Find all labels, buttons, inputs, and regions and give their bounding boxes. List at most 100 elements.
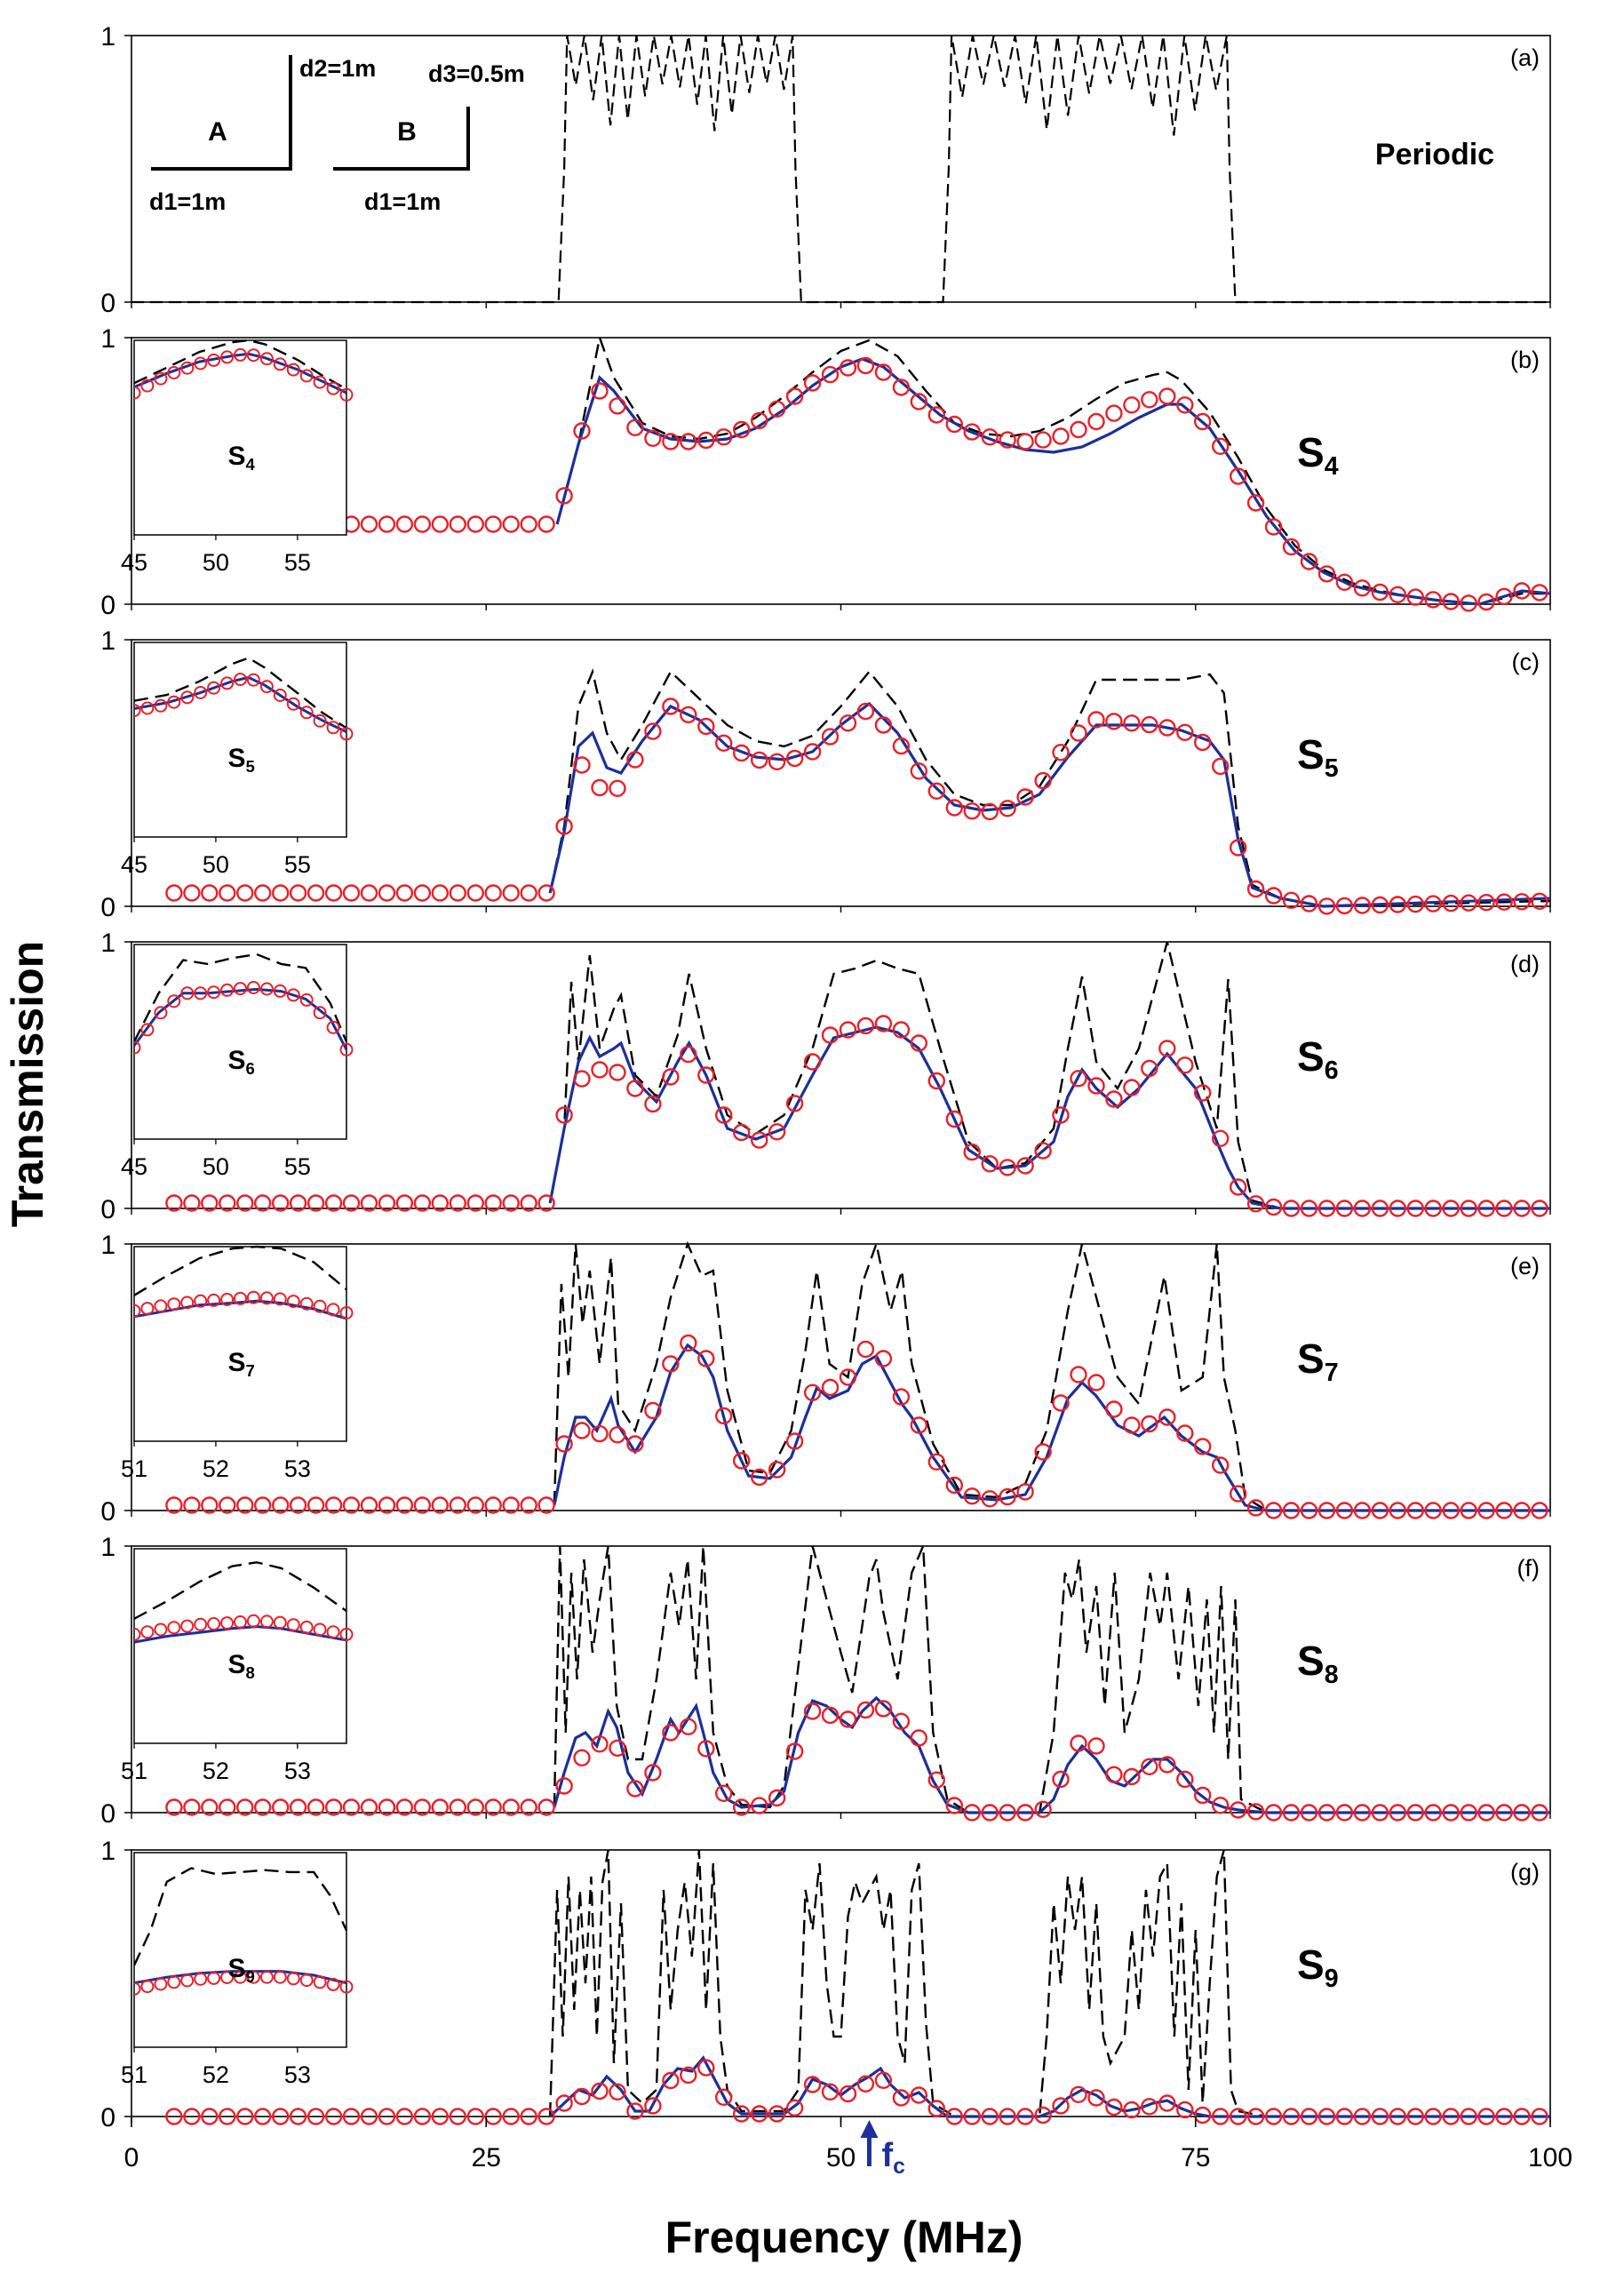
inset-circle-marker xyxy=(194,1294,208,1308)
circle-marker xyxy=(1158,1040,1176,1057)
circle-marker xyxy=(183,1798,201,1816)
circle-marker xyxy=(1264,1198,1283,1216)
circle-marker xyxy=(945,1797,964,1814)
circle-marker xyxy=(856,1016,875,1035)
circle-marker xyxy=(715,1784,733,1803)
circle-marker xyxy=(1495,1502,1513,1519)
circle-marker xyxy=(1389,2108,1407,2125)
circle-marker xyxy=(236,1798,254,1816)
series-label-main: S xyxy=(1297,731,1325,777)
circle-marker xyxy=(449,1194,466,1212)
inset-circle-marker xyxy=(167,366,181,379)
circle-marker xyxy=(502,2108,520,2125)
circle-marker xyxy=(1141,2098,1158,2116)
circle-marker xyxy=(1406,2108,1425,2125)
circle-marker xyxy=(644,2097,662,2115)
inset-circle-marker xyxy=(339,1306,354,1319)
circle-marker xyxy=(715,1106,733,1124)
circle-marker xyxy=(1229,2108,1247,2125)
inset-label: S8 xyxy=(228,1650,255,1682)
circle-marker xyxy=(466,1798,484,1816)
circle-marker xyxy=(1176,1424,1194,1442)
inset-tick-label: 55 xyxy=(284,549,311,576)
circle-marker xyxy=(1158,1756,1176,1774)
inset-circle-marker xyxy=(207,1971,221,1985)
circle-marker xyxy=(520,1496,537,1514)
circle-marker xyxy=(1442,593,1460,610)
circle-marker xyxy=(644,429,662,447)
fc-arrow-head xyxy=(860,2120,879,2138)
circle-marker xyxy=(874,1700,893,1718)
circle-markers xyxy=(165,2059,1548,2125)
circle-marker xyxy=(697,1740,715,1758)
circle-marker xyxy=(591,1424,609,1443)
circle-marker xyxy=(254,1194,272,1212)
circle-marker xyxy=(910,1416,928,1434)
circle-marker xyxy=(1531,1200,1548,1217)
circle-marker xyxy=(839,1368,857,1386)
circle-marker xyxy=(1513,1200,1531,1217)
circle-markers xyxy=(165,1334,1548,1519)
inset-circle-marker xyxy=(286,1972,300,1986)
circle-marker xyxy=(219,1496,236,1514)
circle-marker xyxy=(272,1496,290,1514)
inset-dashed-curve xyxy=(134,657,347,729)
inset-circle-marker xyxy=(234,347,247,362)
circle-marker xyxy=(609,1426,626,1444)
circle-marker xyxy=(306,2108,325,2125)
inset-dashed-curve xyxy=(134,953,348,1043)
circle-marker xyxy=(342,2108,361,2125)
circle-marker xyxy=(431,515,449,533)
circle-marker xyxy=(1229,839,1247,857)
circle-marker xyxy=(785,2099,804,2117)
inset-circle-marker xyxy=(259,352,274,366)
inset-tick-label: 45 xyxy=(121,549,147,576)
series-label-main: S xyxy=(1297,1335,1325,1382)
inset-frame xyxy=(133,1852,347,2048)
circle-marker xyxy=(306,1496,325,1514)
circle-marker xyxy=(892,1712,911,1731)
circle-marker xyxy=(1211,1129,1230,1148)
inset-circle-marker xyxy=(246,1614,260,1628)
circle-marker xyxy=(449,884,466,902)
circle-marker xyxy=(289,884,307,902)
circle-marker xyxy=(1282,891,1301,909)
circle-marker xyxy=(662,2071,680,2090)
y-tick-label: 0 xyxy=(100,1497,115,1527)
circle-marker xyxy=(1193,412,1212,431)
circle-marker xyxy=(1052,2097,1070,2115)
circle-marker xyxy=(1105,1090,1123,1108)
inset-circle-marker xyxy=(140,1625,155,1639)
circle-marker xyxy=(1460,1502,1477,1519)
circle-marker xyxy=(768,1123,786,1141)
inset-circle-marker xyxy=(273,1292,287,1306)
inset-circle-marker xyxy=(134,1627,141,1641)
circle-marker xyxy=(1317,1804,1336,1822)
inset: S4 45 50 55 xyxy=(121,339,354,576)
circle-marker xyxy=(626,419,644,436)
inset-circle-marker xyxy=(259,1970,274,1984)
circle-marker xyxy=(1246,1803,1265,1821)
circle-marker xyxy=(1087,1737,1105,1755)
circle-marker xyxy=(662,1068,680,1086)
circle-marker xyxy=(1141,715,1158,734)
circle-marker xyxy=(431,884,449,902)
circle-marker xyxy=(413,515,432,533)
circle-marker xyxy=(626,1435,644,1453)
circle-marker xyxy=(910,1034,928,1052)
inset-circle-marker xyxy=(194,686,208,699)
circle-marker xyxy=(324,1194,343,1212)
circle-marker xyxy=(502,1798,520,1816)
series-label: Periodic xyxy=(1375,138,1494,171)
series-label-sub: 9 xyxy=(1325,1965,1339,1993)
inset-circle-marker xyxy=(313,1975,327,1989)
circle-marker xyxy=(821,365,840,384)
circle-marker xyxy=(1158,719,1176,737)
circle-marker xyxy=(165,2108,183,2125)
panel-a: 0 1 (a) Periodic xyxy=(100,22,1551,318)
inset-label-sub: 4 xyxy=(246,455,256,474)
layer-b-d3: d3=0.5m xyxy=(428,60,525,87)
circle-marker xyxy=(981,428,999,446)
circle-marker xyxy=(733,2105,751,2123)
circle-marker xyxy=(1193,733,1212,752)
